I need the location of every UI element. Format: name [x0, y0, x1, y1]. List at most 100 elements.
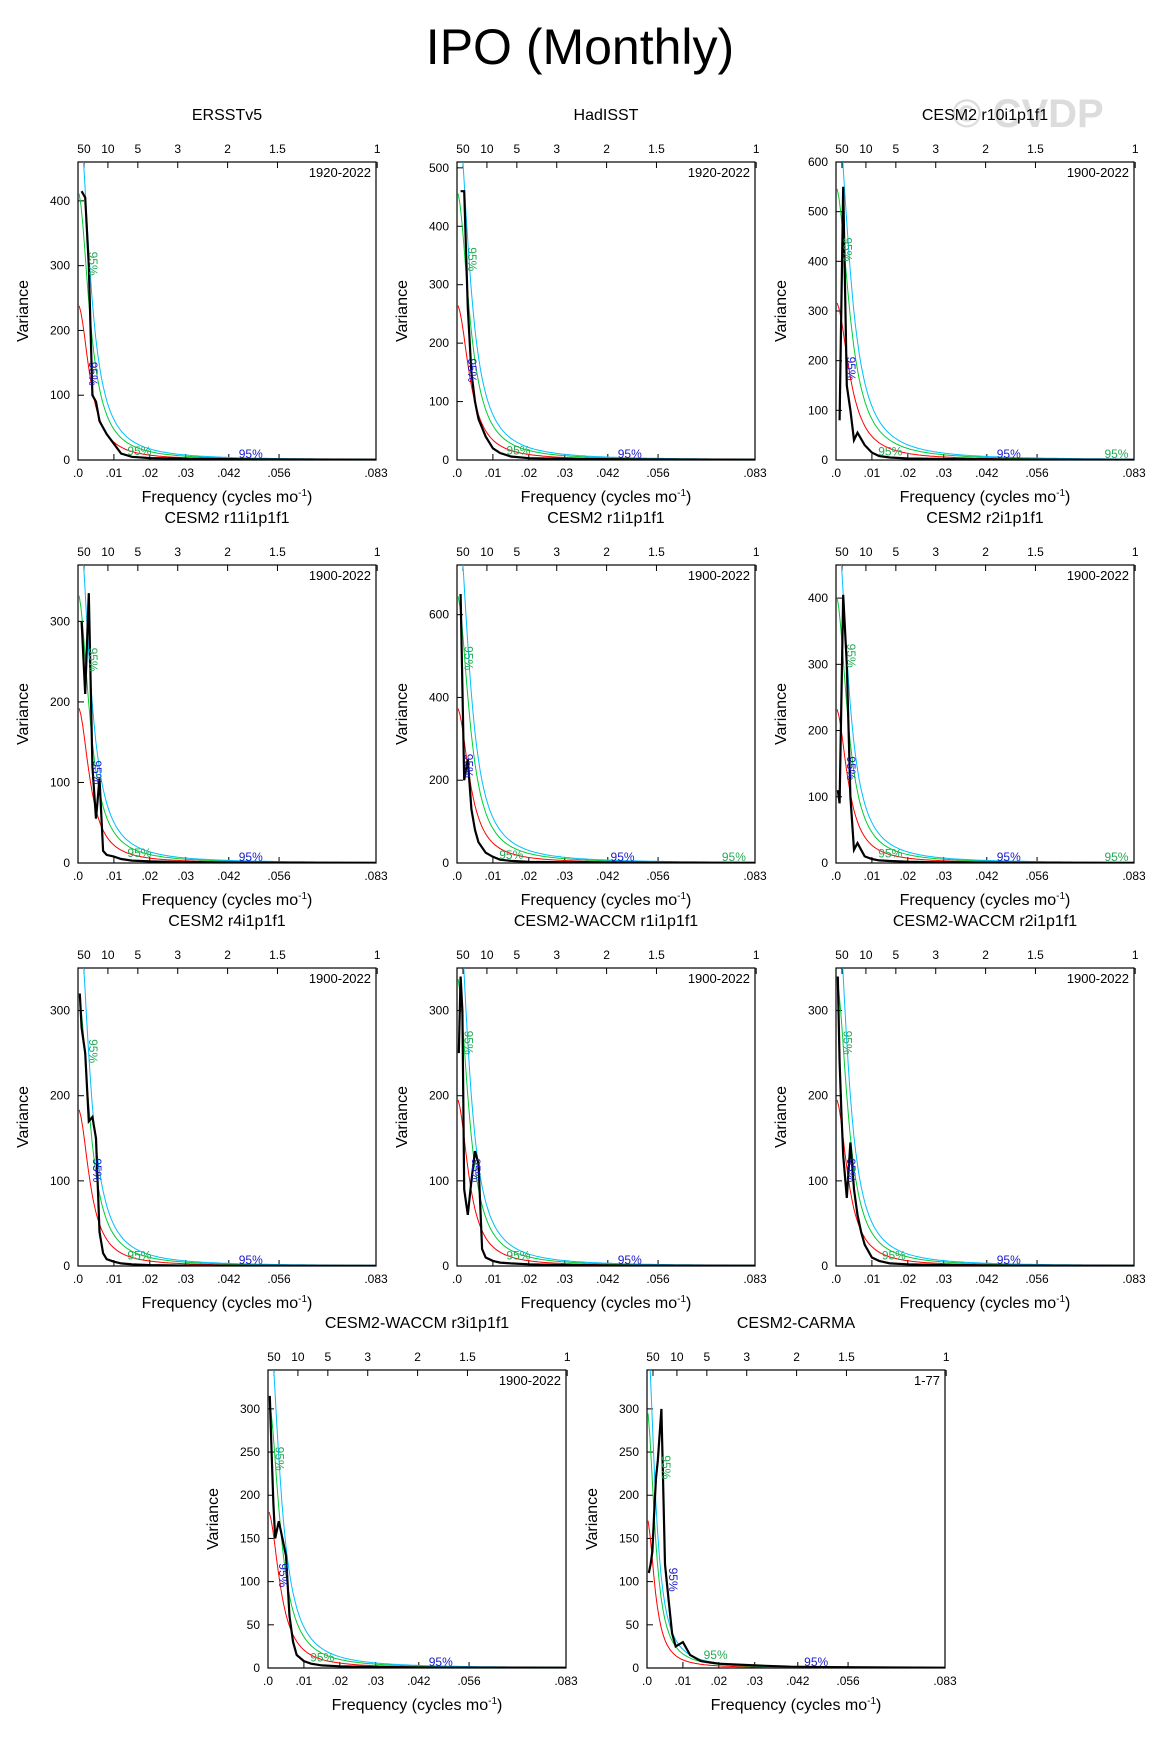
period-tick-label: 2 [982, 545, 989, 559]
x-tick-label: .056 [267, 466, 291, 480]
x-tick-label: .042 [596, 466, 620, 480]
sig-label: 95% [844, 357, 858, 381]
sig99-curve [649, 1370, 945, 1668]
sig-label: 95% [704, 1648, 728, 1662]
y-tick-label: 300 [50, 1004, 70, 1018]
plot-area: 95% 95% 95% 95% 95% [457, 565, 755, 864]
sig-label: 95% [878, 847, 902, 861]
chart-panel: CESM2 r4i1p1f1 1900-2022 .0 .01 .02 .03 .042 .0… [15, 913, 388, 1312]
x-tick-label: .056 [646, 1272, 670, 1286]
period-label: 1900-2022 [309, 971, 371, 986]
sig-label: 95% [611, 850, 635, 864]
chart-panel: CESM2 r1i1p1f1 1900-2022 .0 .01 .02 .03 .042 .0… [394, 510, 767, 909]
period-tick-label: 3 [553, 545, 560, 559]
x-tick-label: .01 [485, 466, 502, 480]
x-axis-label: Frequency (cycles mo-1) [521, 488, 692, 506]
y-tick-label: 50 [626, 1618, 640, 1632]
y-tick-label: 100 [429, 395, 449, 409]
y-axis-label: Variance [394, 683, 411, 745]
x-tick-label: .042 [217, 1272, 241, 1286]
period-tick-label: 5 [134, 545, 141, 559]
y-tick-label: 600 [808, 155, 828, 169]
y-axis-label: Variance [773, 683, 790, 745]
period-tick-label: 3 [743, 1350, 750, 1364]
x-axis-label: Frequency (cycles mo-1) [142, 891, 313, 909]
sig99-curve [83, 968, 376, 1266]
x-tick-label: .042 [217, 869, 241, 883]
panel-title: CESM2 r4i1p1f1 [168, 913, 285, 930]
period-tick-label: 1.5 [648, 142, 665, 156]
y-tick-label: 500 [808, 205, 828, 219]
sig-label: 95% [429, 1655, 453, 1669]
x-tick-label: .01 [675, 1674, 692, 1688]
sig-label: 95% [462, 1031, 476, 1055]
y-tick-label: 400 [429, 690, 449, 704]
sig95-curve [647, 1413, 945, 1668]
x-tick-label: .03 [935, 869, 952, 883]
y-tick-label: 400 [429, 219, 449, 233]
sig95-curve [836, 188, 1134, 460]
spectrum-line [838, 186, 1134, 460]
x-tick-label: .02 [899, 1272, 916, 1286]
period-label: 1920-2022 [688, 165, 750, 180]
chart-panel: CESM2-WACCM r2i1p1f1 1900-2022 .0 .01 .02 .03… [773, 913, 1146, 1312]
period-tick-label: 50 [456, 948, 470, 962]
spectrum-line [647, 1408, 945, 1668]
period-tick-label: 5 [892, 142, 899, 156]
x-tick-label: .02 [710, 1674, 727, 1688]
sig95-curve [78, 595, 376, 863]
x-tick-label: .0 [73, 1272, 83, 1286]
x-tick-label: .01 [106, 869, 123, 883]
panel-title: CESM2-WACCM r2i1p1f1 [893, 913, 1077, 930]
period-tick-label: 3 [553, 142, 560, 156]
plot-area: 95% 95% 95% 95% 95% [836, 565, 1134, 863]
plot-frame [835, 564, 1135, 864]
y-tick-label: 400 [808, 254, 828, 268]
sig-label: 95% [127, 846, 151, 860]
sig-label: 95% [462, 754, 476, 778]
period-label: 1900-2022 [1067, 568, 1129, 583]
x-tick-label: .02 [520, 1272, 537, 1286]
x-tick-label: .083 [554, 1674, 578, 1688]
period-tick-label: 10 [859, 545, 873, 559]
y-tick-label: 200 [50, 695, 70, 709]
y-axis-label: Variance [584, 1488, 601, 1550]
panel-title: HadISST [574, 107, 639, 124]
period-tick-label: 2 [224, 142, 231, 156]
y-tick-label: 200 [808, 724, 828, 738]
y-axis-label: Variance [773, 1086, 790, 1148]
y-tick-label: 0 [442, 453, 449, 467]
y-tick-label: 400 [808, 591, 828, 605]
sig-label: 95% [618, 447, 642, 461]
x-tick-label: .0 [263, 1674, 273, 1688]
period-tick-label: 3 [932, 948, 939, 962]
period-label: 1900-2022 [1067, 165, 1129, 180]
chart-panel: CESM2 r11i1p1f1 1900-2022 .0 .01 .02 .03 .042.… [15, 510, 388, 909]
sig-label: 95% [804, 1655, 828, 1669]
y-tick-label: 400 [50, 194, 70, 208]
y-tick-label: 300 [50, 259, 70, 273]
x-tick-label: .0 [452, 869, 462, 883]
sig95-curve [268, 1398, 566, 1668]
chart-panel: CESM2 r10i1p1f1 1900-2022 .0 .01 .02 .03 .042.… [773, 107, 1146, 506]
sig-label: 95% [90, 760, 104, 784]
sig-label: 95% [844, 1158, 858, 1182]
x-tick-label: .056 [646, 466, 670, 480]
plot-area: 95% 95% 95% 95% [78, 162, 376, 460]
x-tick-label: .02 [899, 466, 916, 480]
period-tick-label: 5 [513, 948, 520, 962]
plot-area: 95% 95% 95% 95% [268, 1370, 566, 1669]
period-tick-label: 2 [793, 1350, 800, 1364]
y-tick-label: 200 [429, 773, 449, 787]
plot-frame [835, 161, 1135, 461]
plot-area: 95% 95% 95% 95% [78, 565, 376, 863]
period-tick-label: 10 [859, 142, 873, 156]
x-tick-label: .056 [1025, 1272, 1049, 1286]
y-tick-label: 200 [240, 1488, 260, 1502]
plot-frame [456, 967, 756, 1267]
sig-label: 95% [127, 1249, 151, 1263]
period-tick-label: 1 [374, 142, 381, 156]
panel-title: CESM2-WACCM r3i1p1f1 [325, 1315, 509, 1332]
x-tick-label: .02 [141, 1272, 158, 1286]
x-axis-label: Frequency (cycles mo-1) [521, 1294, 692, 1312]
